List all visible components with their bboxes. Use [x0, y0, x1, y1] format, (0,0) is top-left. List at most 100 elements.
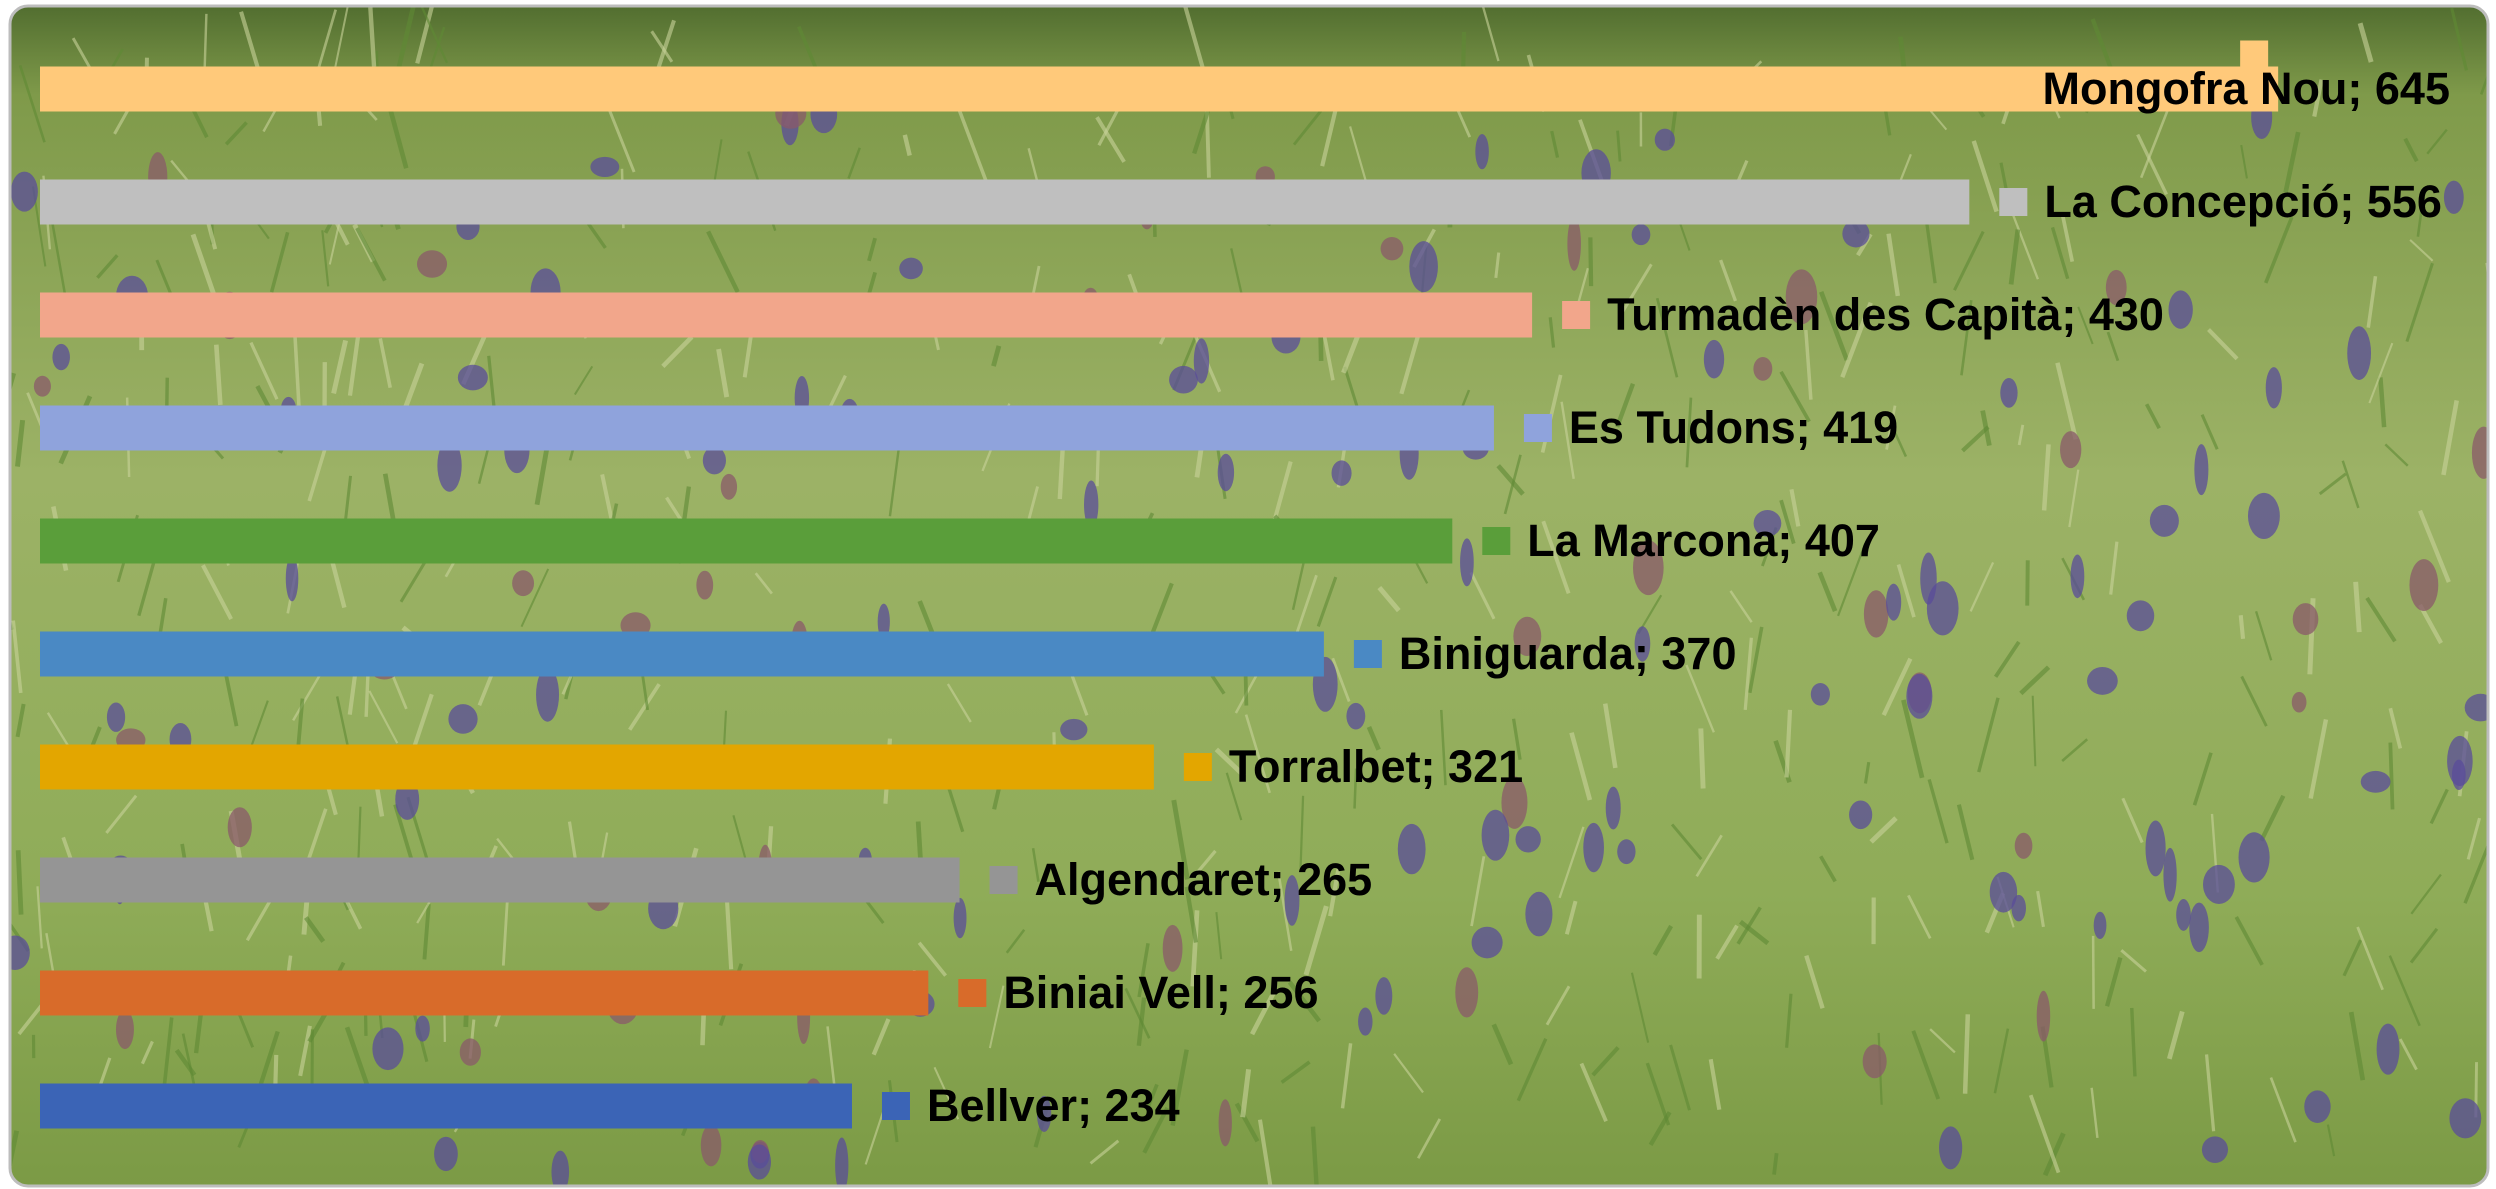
flower — [1169, 366, 1198, 394]
legend-key — [1999, 188, 2027, 216]
flower — [1849, 800, 1872, 829]
flower — [721, 474, 737, 500]
flower — [1472, 927, 1503, 959]
legend-key — [1354, 640, 1382, 668]
page: Mongofra Nou; 645La Concepció; 556Turmad… — [0, 0, 2496, 1189]
flower — [417, 250, 447, 278]
flower — [1811, 683, 1830, 706]
flower — [1194, 338, 1209, 383]
data-label: Mongofra Nou; 645 — [2042, 63, 2450, 114]
flower — [1753, 357, 1772, 381]
data-label: Bellver; 234 — [927, 1080, 1180, 1131]
flower — [1482, 810, 1510, 861]
flower — [2409, 559, 2438, 611]
flower — [1939, 1126, 1962, 1169]
flower — [1704, 340, 1724, 379]
flower — [2361, 771, 2391, 793]
bar — [40, 293, 1532, 338]
flower — [1655, 129, 1675, 151]
legend-key — [882, 1092, 910, 1120]
bar — [40, 67, 2278, 112]
bar — [40, 971, 928, 1016]
data-label: Torralbet; 321 — [1229, 741, 1523, 792]
flower — [1475, 134, 1489, 169]
flower — [1332, 460, 1352, 485]
flower — [1409, 241, 1438, 292]
bar — [40, 1084, 852, 1129]
flower — [2472, 427, 2496, 479]
flower — [1920, 552, 1937, 604]
flower — [2145, 821, 2165, 877]
chart: Mongofra Nou; 645La Concepció; 556Turmad… — [0, 0, 2496, 1189]
legend-key — [1562, 301, 1590, 329]
flower — [1218, 454, 1234, 491]
flower — [34, 376, 51, 397]
flower — [1863, 1044, 1887, 1078]
flower — [1, 936, 30, 970]
flower — [512, 570, 534, 596]
grass-blade — [2241, 615, 2243, 639]
flower — [1632, 224, 1651, 245]
flower — [458, 365, 488, 391]
flower — [116, 1010, 134, 1049]
flower — [2347, 326, 2371, 380]
flower — [2060, 431, 2081, 468]
bar — [40, 858, 960, 903]
flower — [2194, 444, 2208, 495]
flower — [1583, 823, 1604, 872]
flower — [2449, 1098, 2481, 1138]
flower — [2203, 865, 2235, 904]
flower — [1606, 787, 1621, 830]
flower — [415, 1016, 429, 1042]
flower — [52, 344, 70, 370]
flower — [2293, 603, 2319, 635]
grass-blade — [1774, 1153, 1777, 1174]
flower — [2000, 378, 2017, 408]
flower — [1219, 1099, 1232, 1146]
flower — [107, 702, 125, 731]
flower — [703, 446, 726, 474]
flower — [1864, 590, 1889, 637]
flower — [2292, 692, 2307, 713]
flower — [1515, 826, 1540, 852]
data-label: Turmadèn des Capità; 430 — [1607, 289, 2164, 340]
flower — [2202, 1136, 2228, 1163]
flower — [2015, 833, 2033, 859]
flower — [1455, 967, 1478, 1017]
grass-blade — [1701, 728, 1703, 788]
flower — [2239, 832, 2270, 882]
flower — [1346, 703, 1365, 730]
flower — [2127, 600, 2155, 631]
flower — [1525, 892, 1552, 937]
data-label: La Marcona; 407 — [1527, 515, 1880, 566]
flower — [2248, 493, 2280, 539]
flower — [2037, 991, 2051, 1042]
grass-blade — [702, 1013, 703, 1045]
flower — [434, 1137, 458, 1171]
legend-key — [2240, 41, 2268, 69]
flower — [228, 807, 252, 847]
flower — [2011, 895, 2025, 922]
flower — [2377, 1024, 2400, 1075]
data-label: Biniai Vell; 256 — [1003, 967, 1318, 1018]
grass-blade — [1965, 1014, 1968, 1093]
bar — [40, 180, 1969, 225]
flower — [1375, 977, 1392, 1015]
flower — [1906, 674, 1932, 719]
flower — [1163, 925, 1183, 972]
flower — [2304, 1090, 2330, 1123]
data-label: Es Tudons; 419 — [1569, 402, 1898, 453]
flower — [372, 1027, 403, 1070]
flower — [590, 157, 619, 177]
flower — [1060, 719, 1087, 740]
legend-key — [1184, 753, 1212, 781]
flower — [748, 1144, 771, 1179]
flower — [2465, 694, 2496, 722]
flower — [2444, 181, 2464, 214]
bar — [40, 519, 1452, 564]
grass-blade — [2390, 743, 2392, 810]
flower — [2189, 903, 2209, 953]
flower — [2266, 367, 2282, 408]
flower — [701, 1124, 722, 1166]
flower — [2163, 848, 2176, 902]
